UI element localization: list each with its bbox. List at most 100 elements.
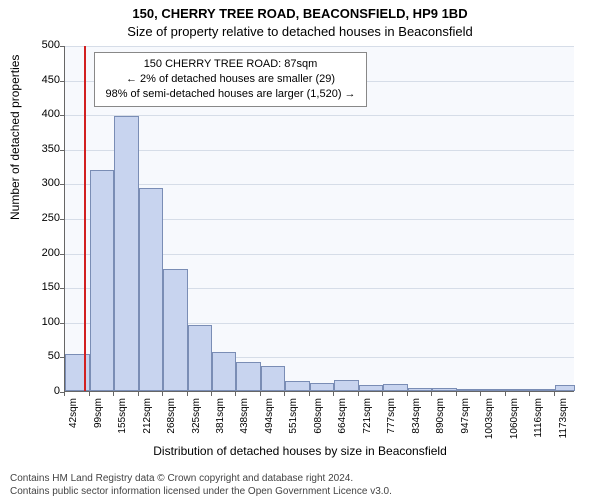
x-tick-mark	[309, 392, 310, 396]
plot-area: 150 CHERRY TREE ROAD: 87sqm ← 2% of deta…	[64, 46, 574, 392]
x-tick-mark	[480, 392, 481, 396]
histogram-bar	[334, 380, 359, 391]
x-tick-mark	[187, 392, 188, 396]
histogram-bar	[261, 366, 286, 391]
histogram-bar	[90, 170, 114, 391]
y-tick-mark	[60, 323, 64, 324]
histogram-bar	[139, 188, 163, 391]
footer-line-2: Contains public sector information licen…	[10, 485, 590, 498]
histogram-bar	[530, 389, 555, 391]
x-tick-mark	[456, 392, 457, 396]
histogram-bar	[359, 385, 383, 391]
histogram-bar	[285, 381, 310, 391]
y-tick-mark	[60, 288, 64, 289]
x-tick-label: 834sqm	[411, 398, 422, 446]
x-tick-mark	[162, 392, 163, 396]
x-tick-label: 1060sqm	[509, 398, 520, 446]
x-tick-label: 325sqm	[191, 398, 202, 446]
x-tick-mark	[382, 392, 383, 396]
x-tick-label: 721sqm	[362, 398, 373, 446]
x-tick-mark	[64, 392, 65, 396]
y-tick-mark	[60, 46, 64, 47]
footer: Contains HM Land Registry data © Crown c…	[0, 472, 600, 498]
x-tick-label: 551sqm	[288, 398, 299, 446]
gridline	[65, 115, 574, 116]
x-tick-label: 381sqm	[215, 398, 226, 446]
x-tick-label: 155sqm	[117, 398, 128, 446]
x-tick-label: 890sqm	[435, 398, 446, 446]
gridline	[65, 46, 574, 47]
footer-line-1: Contains HM Land Registry data © Crown c…	[10, 472, 590, 485]
x-tick-mark	[407, 392, 408, 396]
y-tick-mark	[60, 219, 64, 220]
x-tick-mark	[431, 392, 432, 396]
y-tick-mark	[60, 357, 64, 358]
gridline	[65, 184, 574, 185]
histogram-bar	[236, 362, 260, 391]
histogram-bar	[506, 389, 530, 391]
histogram-bar	[432, 388, 457, 391]
x-tick-label: 42sqm	[68, 398, 79, 446]
x-tick-label: 212sqm	[142, 398, 153, 446]
y-tick-label: 100	[20, 316, 60, 328]
page-subtitle: Size of property relative to detached ho…	[0, 24, 600, 39]
histogram-bar	[408, 388, 432, 391]
x-tick-mark	[333, 392, 334, 396]
y-tick-mark	[60, 184, 64, 185]
histogram-bar	[481, 389, 506, 391]
x-tick-mark	[284, 392, 285, 396]
histogram-bar	[383, 384, 408, 391]
marker-line	[84, 46, 86, 391]
y-tick-mark	[60, 254, 64, 255]
y-tick-mark	[60, 115, 64, 116]
x-tick-label: 268sqm	[166, 398, 177, 446]
y-tick-label: 450	[20, 74, 60, 86]
info-line-3: 98% of semi-detached houses are larger (…	[105, 87, 355, 102]
histogram-bar	[310, 383, 334, 391]
y-tick-label: 0	[20, 385, 60, 397]
x-tick-label: 438sqm	[239, 398, 250, 446]
gridline	[65, 150, 574, 151]
y-tick-label: 500	[20, 39, 60, 51]
x-tick-label: 664sqm	[337, 398, 348, 446]
x-tick-label: 1116sqm	[533, 398, 544, 446]
x-tick-label: 99sqm	[93, 398, 104, 446]
x-tick-label: 494sqm	[264, 398, 275, 446]
x-tick-mark	[554, 392, 555, 396]
y-tick-label: 300	[20, 177, 60, 189]
histogram-bar	[555, 385, 575, 391]
x-tick-mark	[260, 392, 261, 396]
page-title: 150, CHERRY TREE ROAD, BEACONSFIELD, HP9…	[0, 6, 600, 21]
y-tick-mark	[60, 150, 64, 151]
x-tick-mark	[529, 392, 530, 396]
histogram-bar	[212, 352, 237, 391]
y-tick-label: 150	[20, 281, 60, 293]
y-tick-label: 200	[20, 247, 60, 259]
x-tick-mark	[113, 392, 114, 396]
x-tick-mark	[211, 392, 212, 396]
info-box: 150 CHERRY TREE ROAD: 87sqm ← 2% of deta…	[94, 52, 366, 107]
x-tick-label: 1173sqm	[558, 398, 569, 446]
y-tick-mark	[60, 81, 64, 82]
chart-container: 150, CHERRY TREE ROAD, BEACONSFIELD, HP9…	[0, 0, 600, 500]
histogram-bar	[114, 116, 139, 391]
x-tick-label: 777sqm	[386, 398, 397, 446]
y-tick-label: 400	[20, 108, 60, 120]
info-line-1: 150 CHERRY TREE ROAD: 87sqm	[105, 57, 355, 72]
histogram-bar	[457, 389, 481, 391]
y-tick-label: 250	[20, 212, 60, 224]
x-tick-label: 947sqm	[460, 398, 471, 446]
x-tick-mark	[138, 392, 139, 396]
x-axis-label: Distribution of detached houses by size …	[0, 444, 600, 458]
x-tick-mark	[89, 392, 90, 396]
y-tick-label: 350	[20, 143, 60, 155]
histogram-bar	[188, 325, 212, 391]
x-tick-label: 1003sqm	[484, 398, 495, 446]
info-line-2: ← 2% of detached houses are smaller (29)	[105, 72, 355, 87]
x-tick-mark	[235, 392, 236, 396]
histogram-bar	[163, 269, 188, 391]
x-tick-mark	[505, 392, 506, 396]
x-tick-mark	[358, 392, 359, 396]
y-tick-label: 50	[20, 350, 60, 362]
x-tick-label: 608sqm	[313, 398, 324, 446]
